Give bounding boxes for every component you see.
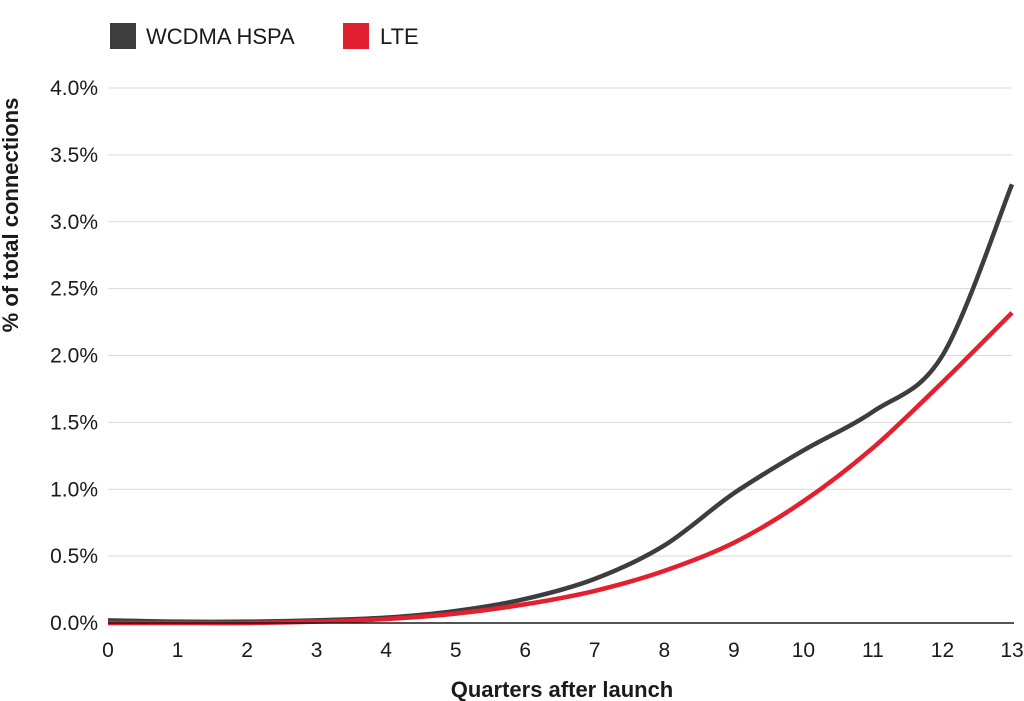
- x-tick-label: 0: [102, 639, 114, 662]
- axes: 0.0%0.5%1.0%1.5%2.0%2.5%3.0%3.5%4.0%0 1 2 3…: [50, 77, 1024, 662]
- y-tick-label: 0.0%: [50, 612, 98, 635]
- y-tick-label: 3.5%: [50, 144, 98, 167]
- x-tick-label: 3: [311, 639, 323, 662]
- y-tick-label: 3.0%: [50, 211, 98, 234]
- legend-label: LTE: [380, 24, 419, 49]
- x-tick-label: 2: [241, 639, 253, 662]
- x-tick-label: 9: [728, 639, 740, 662]
- x-tick-label: 10: [792, 639, 815, 662]
- y-tick-label: 1.5%: [50, 411, 98, 434]
- y-tick-label: 1.0%: [50, 478, 98, 501]
- y-tick-label: 0.5%: [50, 545, 98, 568]
- y-tick-label: 2.5%: [50, 278, 98, 301]
- grid-lines: [108, 87, 1012, 557]
- x-tick-label: 11: [862, 639, 884, 662]
- series-lines: [107, 183, 1015, 626]
- series-line-lte: [107, 311, 1014, 626]
- legend-swatch: [110, 23, 136, 49]
- y-axis-title: % of total connections: [0, 98, 23, 333]
- x-tick-label: 13: [1000, 639, 1023, 662]
- x-tick-label: 8: [658, 639, 670, 662]
- y-tick-label: 2.0%: [50, 345, 98, 368]
- legend-label: WCDMA HSPA: [146, 24, 295, 49]
- x-tick-label: 7: [589, 639, 601, 662]
- x-tick-label: 4: [380, 639, 392, 662]
- x-axis-title: Quarters after launch: [451, 677, 674, 701]
- legend: WCDMA HSPA LTE: [110, 23, 419, 49]
- y-tick-label: 4.0%: [50, 77, 98, 100]
- x-tick-label: 6: [519, 639, 531, 662]
- x-tick-label: 1: [172, 639, 184, 662]
- x-tick-label: 12: [931, 639, 954, 662]
- x-tick-label: 5: [450, 639, 462, 662]
- legend-swatch: [343, 23, 369, 49]
